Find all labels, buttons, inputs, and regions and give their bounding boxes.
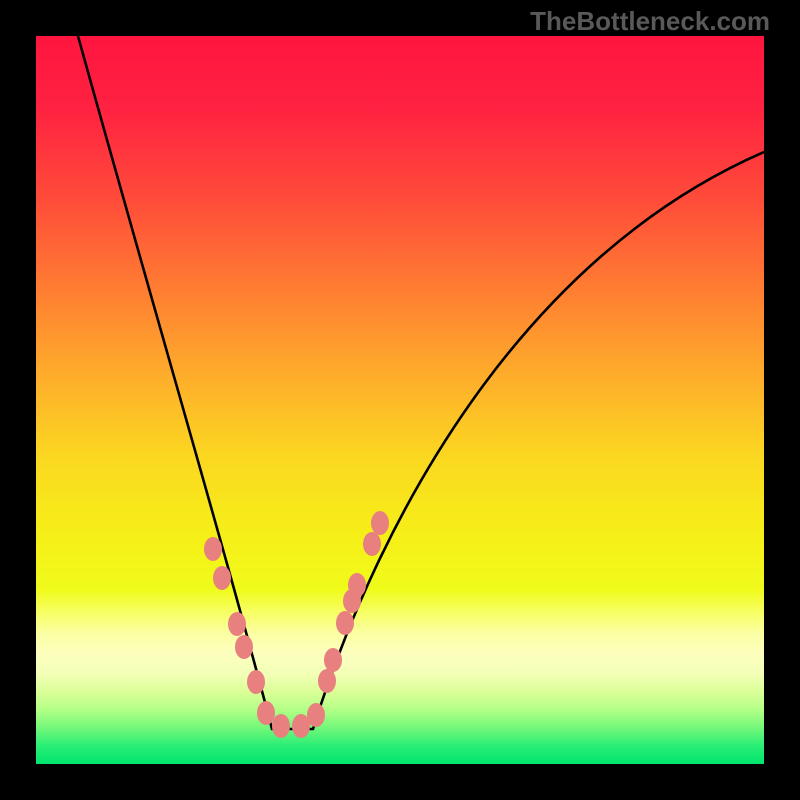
data-marker	[307, 703, 325, 727]
data-marker	[247, 670, 265, 694]
watermark-text: TheBottleneck.com	[530, 6, 770, 37]
frame-border	[0, 0, 36, 800]
frame-border	[764, 0, 800, 800]
data-marker	[336, 611, 354, 635]
data-marker	[257, 701, 275, 725]
plot-background	[36, 36, 764, 764]
data-marker	[318, 669, 336, 693]
data-marker	[213, 566, 231, 590]
data-marker	[228, 612, 246, 636]
data-marker	[235, 635, 253, 659]
data-marker	[371, 511, 389, 535]
data-marker	[204, 537, 222, 561]
data-marker	[363, 532, 381, 556]
bottleneck-chart	[0, 0, 800, 800]
data-marker	[272, 714, 290, 738]
data-marker	[324, 648, 342, 672]
data-marker	[348, 573, 366, 597]
frame-border	[0, 764, 800, 800]
